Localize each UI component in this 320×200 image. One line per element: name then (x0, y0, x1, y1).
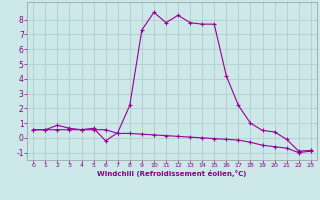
X-axis label: Windchill (Refroidissement éolien,°C): Windchill (Refroidissement éolien,°C) (97, 170, 247, 177)
